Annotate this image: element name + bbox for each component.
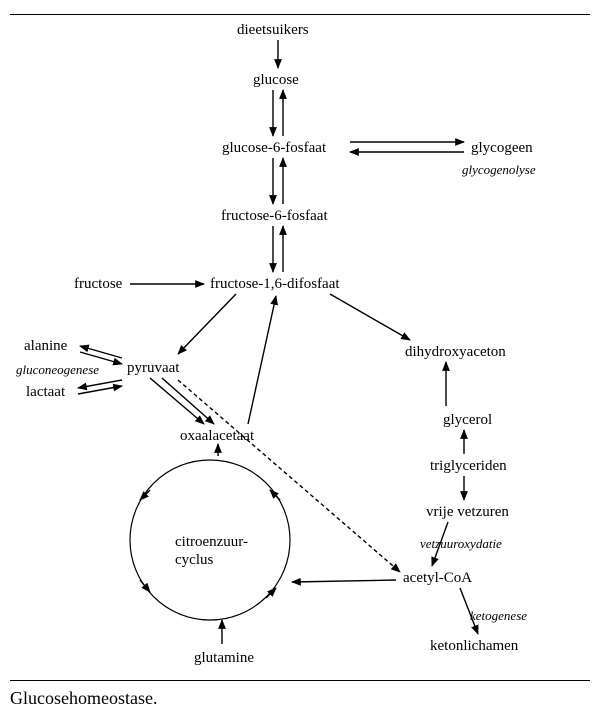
node-triglyceriden: triglyceriden xyxy=(430,458,507,475)
node-g6p: glucose-6-fosfaat xyxy=(222,140,326,157)
node-citroenzuurcyclus-line2: cyclus xyxy=(175,552,213,569)
node-pyruvaat: pyruvaat xyxy=(127,360,179,377)
node-vrije-vetzuren: vrije vetzuren xyxy=(426,504,509,521)
node-acetyl-coa: acetyl-CoA xyxy=(403,570,472,587)
node-oxaalacetaat: oxaalacetaat xyxy=(180,428,254,445)
label-vetzuuroxydatie: vetzuuroxydatie xyxy=(420,536,502,552)
node-glycerol: glycerol xyxy=(443,412,492,429)
node-dihydroxyaceton: dihydroxyaceton xyxy=(405,344,506,361)
diagram-canvas: dieetsuikers glucose glucose-6-fosfaat g… xyxy=(0,0,600,715)
node-f16dp: fructose-1,6-difosfaat xyxy=(210,276,340,293)
node-fructose: fructose xyxy=(74,276,122,293)
rule-bottom xyxy=(10,680,590,681)
node-citroenzuurcyclus-line1: citroenzuur- xyxy=(175,534,248,551)
node-ketonlichamen: ketonlichamen xyxy=(430,638,518,655)
node-dieetsuikers: dieetsuikers xyxy=(237,22,309,39)
node-alanine: alanine xyxy=(24,338,67,355)
label-gluconeogenese: gluconeogenese xyxy=(16,362,99,378)
node-f6p: fructose-6-fosfaat xyxy=(221,208,328,225)
node-glycogeen: glycogeen xyxy=(471,140,533,157)
rule-top xyxy=(10,14,590,15)
label-ketogenese: ketogenese xyxy=(470,608,527,624)
label-glycogenolyse: glycogenolyse xyxy=(462,162,536,178)
node-glutamine: glutamine xyxy=(194,650,254,667)
node-lactaat: lactaat xyxy=(26,384,65,401)
node-glucose: glucose xyxy=(253,72,299,89)
figure-caption: Glucosehomeostase. xyxy=(10,688,157,709)
